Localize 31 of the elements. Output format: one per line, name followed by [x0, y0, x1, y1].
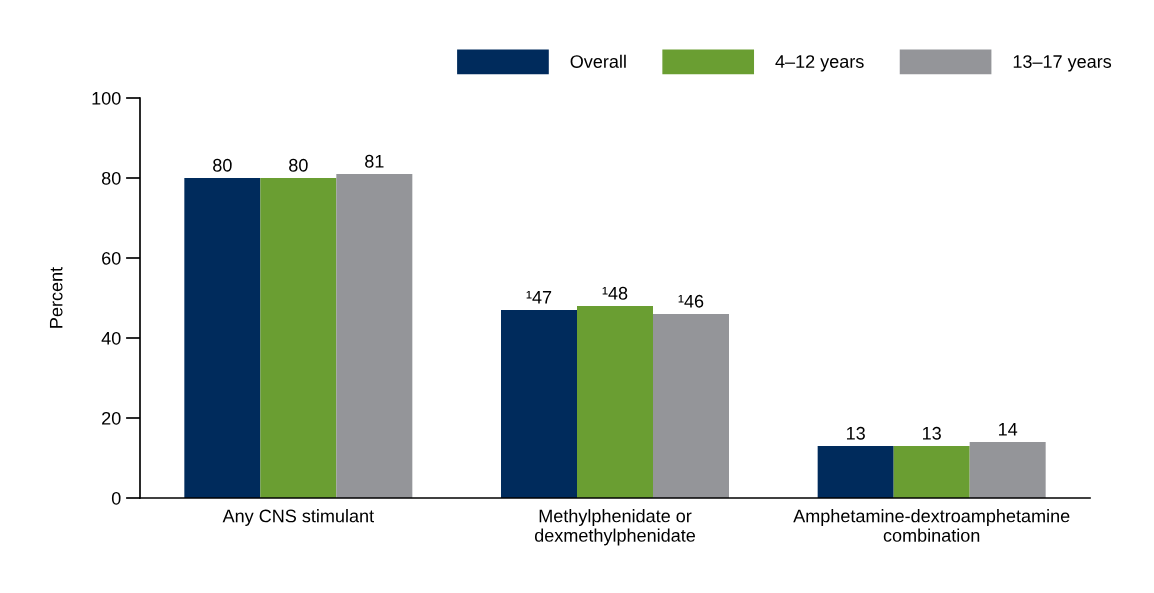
bar: [893, 446, 970, 498]
y-tick-label: 60: [102, 251, 121, 265]
data-label: 80: [213, 158, 232, 172]
y-tick-label: 40: [101, 331, 121, 345]
x-tick-label: Amphetamine-dextroamphetamine combination: [793, 509, 1070, 542]
data-label: ¹46: [678, 294, 704, 308]
bar: [969, 442, 1046, 498]
y-tick-label: 80: [101, 171, 121, 185]
legend-label: 4–12 years: [775, 55, 864, 72]
data-label: 81: [365, 154, 384, 168]
legend-label: 13–17 years: [1013, 55, 1112, 72]
x-tick-label: Methylphenidate or dexmethylphenidate: [534, 509, 696, 546]
legend-label: Overall: [570, 54, 626, 68]
data-label: ¹47: [526, 291, 552, 304]
y-axis-title: Percent: [49, 267, 63, 328]
bar: [577, 306, 653, 498]
bar: [653, 314, 729, 498]
data-label: ¹48: [602, 286, 628, 300]
bar: [501, 310, 577, 498]
data-label: 13: [847, 426, 865, 440]
y-tick-label: 100: [92, 91, 121, 105]
data-label: 80: [289, 158, 308, 172]
bar: [184, 178, 261, 498]
data-label: 14: [999, 423, 1018, 436]
data-label: 13: [923, 426, 941, 440]
bar: [260, 178, 337, 498]
y-tick-label: 20: [102, 411, 121, 425]
y-tick-label: 0: [111, 491, 121, 505]
bar: [336, 174, 413, 498]
x-tick-label: Any CNS stimulant: [222, 509, 374, 526]
bar: [817, 446, 894, 498]
